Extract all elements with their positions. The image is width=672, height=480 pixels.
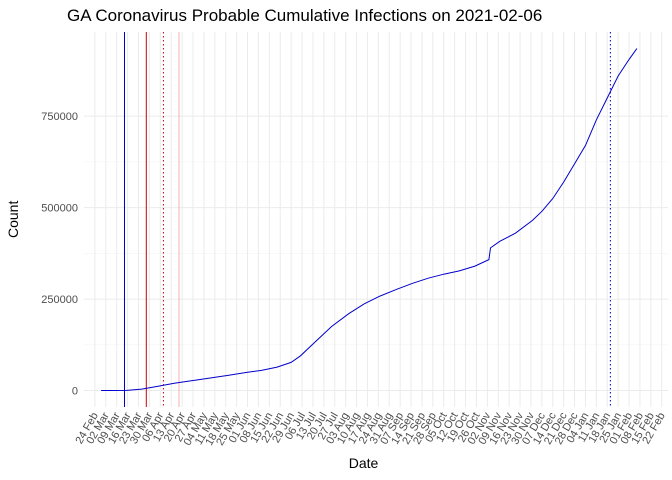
series-layer [101,48,638,391]
y-axis-label: Count [5,200,21,238]
x-axis-label: Date [348,455,379,471]
chart-title: GA Coronavirus Probable Cumulative Infec… [67,6,543,25]
series-line [101,48,638,391]
reference-lines [123,32,611,407]
y-axis-ticks: 0 250000 500000 750000 [41,111,78,397]
y-tick-label: 250000 [41,294,78,306]
y-tick-label: 750000 [41,111,78,123]
y-tick-label: 500000 [41,203,78,215]
grid-layer [84,32,668,407]
y-tick-label: 0 [72,386,78,398]
